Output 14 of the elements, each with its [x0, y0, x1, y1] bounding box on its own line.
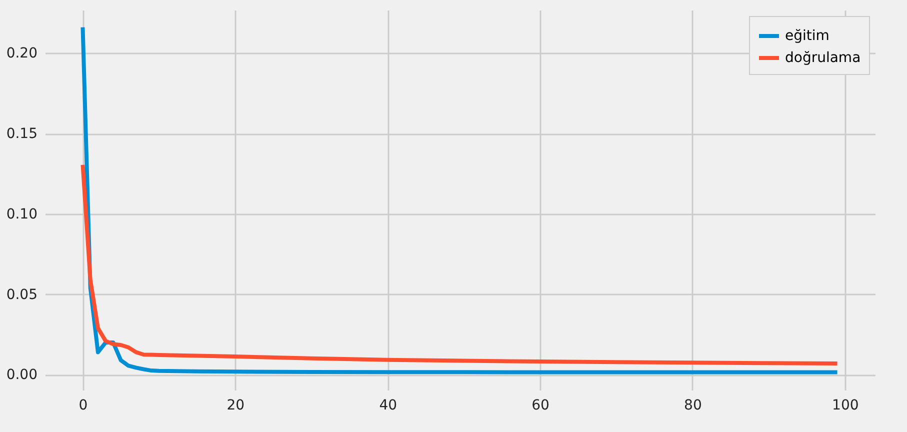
legend-label: doğrulama — [785, 50, 861, 66]
y-tick-label: 0.10 — [6, 206, 38, 222]
x-tick-label: 40 — [379, 398, 398, 414]
line-series — [80, 162, 840, 366]
y-tick-label: 0.05 — [6, 286, 38, 303]
x-tick-label: 20 — [226, 398, 245, 414]
x-tick-label: 0 — [78, 398, 88, 414]
y-tick-label: 0.00 — [6, 367, 38, 384]
x-tick-label: 60 — [532, 398, 550, 414]
y-tick-label: 0.15 — [6, 126, 38, 142]
y-tick-label: 0.20 — [6, 46, 38, 62]
legend-label: eğitim — [785, 28, 830, 44]
x-tick-label: 80 — [684, 398, 702, 414]
x-tick-label: 100 — [832, 398, 859, 414]
